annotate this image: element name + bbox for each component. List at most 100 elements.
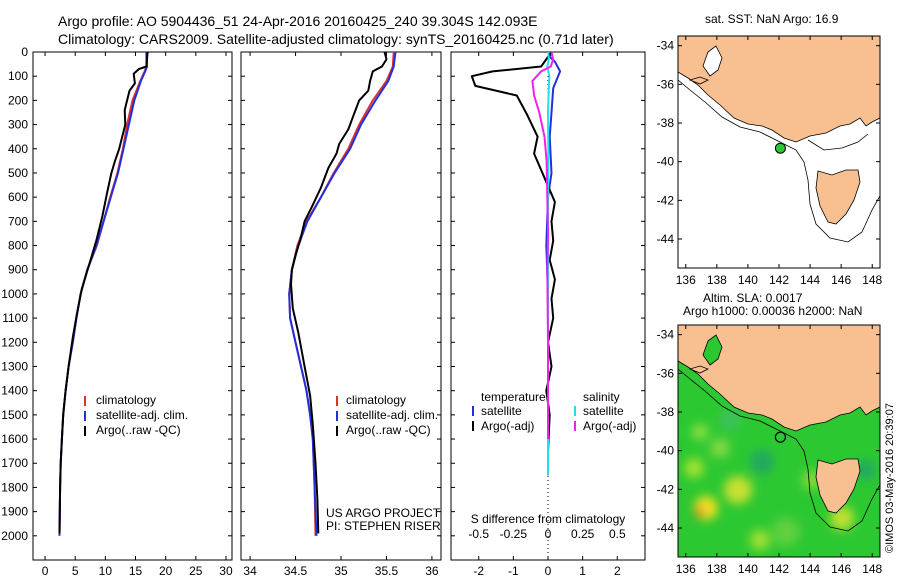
map-x-tick-label: 142 bbox=[769, 562, 789, 576]
x-tick-label: 0 bbox=[42, 564, 49, 578]
map-x-tick-label: 136 bbox=[676, 273, 696, 287]
float-position-marker bbox=[774, 431, 787, 443]
map-y-tick-label: -36 bbox=[657, 77, 675, 91]
gulf-st-vincent bbox=[702, 334, 723, 366]
map-x-tick-label: 148 bbox=[862, 562, 882, 576]
s-tick-label: -0.25 bbox=[500, 527, 528, 541]
x-tick-label: 25 bbox=[189, 564, 203, 578]
difference-legend: temperature satellite Argo(-adj) salinit… bbox=[472, 390, 636, 433]
y-tick-label: 800 bbox=[8, 239, 28, 253]
series-line-satellite-adj-clim- bbox=[288, 51, 397, 536]
x-tick-label: 34.5 bbox=[284, 564, 308, 578]
y-tick-label: 700 bbox=[8, 214, 28, 228]
tasmania bbox=[815, 169, 861, 225]
y-tick-label: 1600 bbox=[1, 432, 28, 446]
map-x-tick-label: 138 bbox=[707, 562, 727, 576]
gulf-st-vincent bbox=[702, 45, 723, 77]
legend-label-argo: Argo(..raw -QC) bbox=[96, 423, 181, 437]
map-y-tick-label: -38 bbox=[657, 405, 675, 419]
legend-label-climatology: climatology bbox=[96, 393, 156, 407]
y-tick-label: 1500 bbox=[1, 408, 28, 422]
y-tick-label: 1100 bbox=[2, 311, 28, 325]
temperature-legend: climatology satellite-adj. clim. Argo(..… bbox=[84, 393, 188, 437]
map-x-tick-label: 146 bbox=[831, 273, 851, 287]
y-tick-label: 1700 bbox=[1, 456, 28, 470]
map-x-tick-label: 144 bbox=[800, 562, 820, 576]
x-tick-label: 0 bbox=[545, 564, 552, 578]
temperature-panel: 0100200300400500600700800900100011001200… bbox=[1, 45, 233, 580]
y-tick-label: 600 bbox=[8, 190, 28, 204]
x-tick-label: 5 bbox=[72, 564, 79, 578]
map-x-tick-label: 146 bbox=[831, 562, 851, 576]
series-line-climatology bbox=[288, 51, 395, 536]
series-line-argo-raw-qc- bbox=[290, 51, 388, 534]
project-annotation: US ARGO PROJECT bbox=[326, 506, 441, 520]
shelf-contour bbox=[678, 79, 880, 243]
credit-label: ©IMOS 03-May-2016 20:39:07 bbox=[884, 403, 896, 553]
plot-frame bbox=[32, 51, 233, 561]
s-tick-label: 0.25 bbox=[571, 527, 595, 541]
map-x-tick-label: 136 bbox=[676, 562, 696, 576]
map-x-tick-label: 138 bbox=[707, 273, 727, 287]
y-tick-label: 100 bbox=[8, 69, 28, 83]
legend-label-satellite: satellite-adj. clim. bbox=[96, 408, 188, 422]
x-tick-label: 20 bbox=[159, 564, 173, 578]
sst-map: sat. SST: NaN Argo: 16.9 136 138 140 142 144… bbox=[657, 12, 883, 287]
salinity-legend: climatology satellite-adj. clim. Argo(..… bbox=[326, 393, 441, 533]
x-tick-label: 10 bbox=[99, 564, 113, 578]
x-tick-label: -1 bbox=[508, 564, 519, 578]
map-y-tick-label: -42 bbox=[657, 482, 675, 496]
x-tick-label: 15 bbox=[129, 564, 143, 578]
header-line2: Climatology: CARS2009. Satellite-adjuste… bbox=[58, 31, 614, 47]
map-y-tick-label: -38 bbox=[657, 116, 675, 130]
header-line1: Argo profile: AO 5904436_51 24-Apr-2016 … bbox=[58, 13, 538, 29]
legend-label-t-argo: Argo(-adj) bbox=[481, 419, 534, 433]
legend-label-t-satellite: satellite bbox=[481, 404, 522, 418]
y-tick-label: 1200 bbox=[1, 335, 28, 349]
map-y-tick-label: -44 bbox=[657, 232, 675, 246]
map-y-tick-label: -42 bbox=[657, 193, 675, 207]
map-y-tick-label: -40 bbox=[657, 155, 675, 169]
bass-strait-contour bbox=[807, 133, 869, 151]
x-tick-label: 35 bbox=[334, 564, 348, 578]
y-tick-label: 1000 bbox=[1, 287, 28, 301]
map-x-tick-label: 144 bbox=[800, 273, 820, 287]
legend-label-s-argo: Argo(-adj) bbox=[583, 419, 636, 433]
sst-map-axes: 136 138 140 142 144 146 148 -34 -36 -38 -40 -42 -44 bbox=[657, 36, 883, 287]
map-y-tick-label: -34 bbox=[657, 328, 675, 342]
tasmania bbox=[815, 458, 861, 514]
series-line-climatology bbox=[58, 52, 148, 536]
series-line-satellite-adj-clim- bbox=[58, 51, 148, 536]
map-x-tick-label: 140 bbox=[738, 562, 758, 576]
sla-map: Altim. SLA: 0.0017 Argo h1000: 0.00036 h… bbox=[657, 291, 883, 576]
mainland-land bbox=[678, 325, 880, 432]
y-tick-label: 1400 bbox=[1, 384, 28, 398]
map-x-tick-label: 140 bbox=[738, 273, 758, 287]
shelf-contour bbox=[678, 368, 880, 532]
y-tick-label: 1800 bbox=[1, 480, 28, 494]
sla-field-anomalies bbox=[684, 410, 876, 550]
legend-label-satellite: satellite-adj. clim. bbox=[346, 408, 438, 422]
s-difference-label: S difference from climatology bbox=[471, 512, 626, 526]
legend-title-salinity: salinity bbox=[583, 390, 620, 404]
x-tick-label: 36 bbox=[425, 564, 439, 578]
kangaroo-island bbox=[688, 365, 709, 374]
y-tick-label: 1900 bbox=[1, 505, 28, 519]
sst-map-title: sat. SST: NaN Argo: 16.9 bbox=[705, 12, 839, 26]
map-y-tick-label: -40 bbox=[657, 444, 675, 458]
x-tick-label: 34 bbox=[243, 564, 257, 578]
sla-map-axes: 136 138 140 142 144 146 148 -34 -36 -38 -40 -42 -44 bbox=[657, 325, 883, 576]
map-y-tick-label: -44 bbox=[657, 521, 675, 535]
map-x-tick-label: 142 bbox=[769, 273, 789, 287]
x-tick-label: 30 bbox=[219, 564, 233, 578]
s-tick-label: 0.5 bbox=[609, 527, 626, 541]
sla-map-subtitle: Argo h1000: 0.00036 h2000: NaN bbox=[683, 304, 862, 318]
map-x-tick-label: 148 bbox=[862, 273, 882, 287]
difference-panel: -2-1012T difference from climatologyS di… bbox=[450, 51, 646, 580]
float-position-marker bbox=[774, 142, 786, 154]
y-tick-label: 200 bbox=[8, 93, 28, 107]
kangaroo-island bbox=[688, 76, 709, 85]
series-line-salinity-argo-adj- bbox=[531, 51, 555, 439]
